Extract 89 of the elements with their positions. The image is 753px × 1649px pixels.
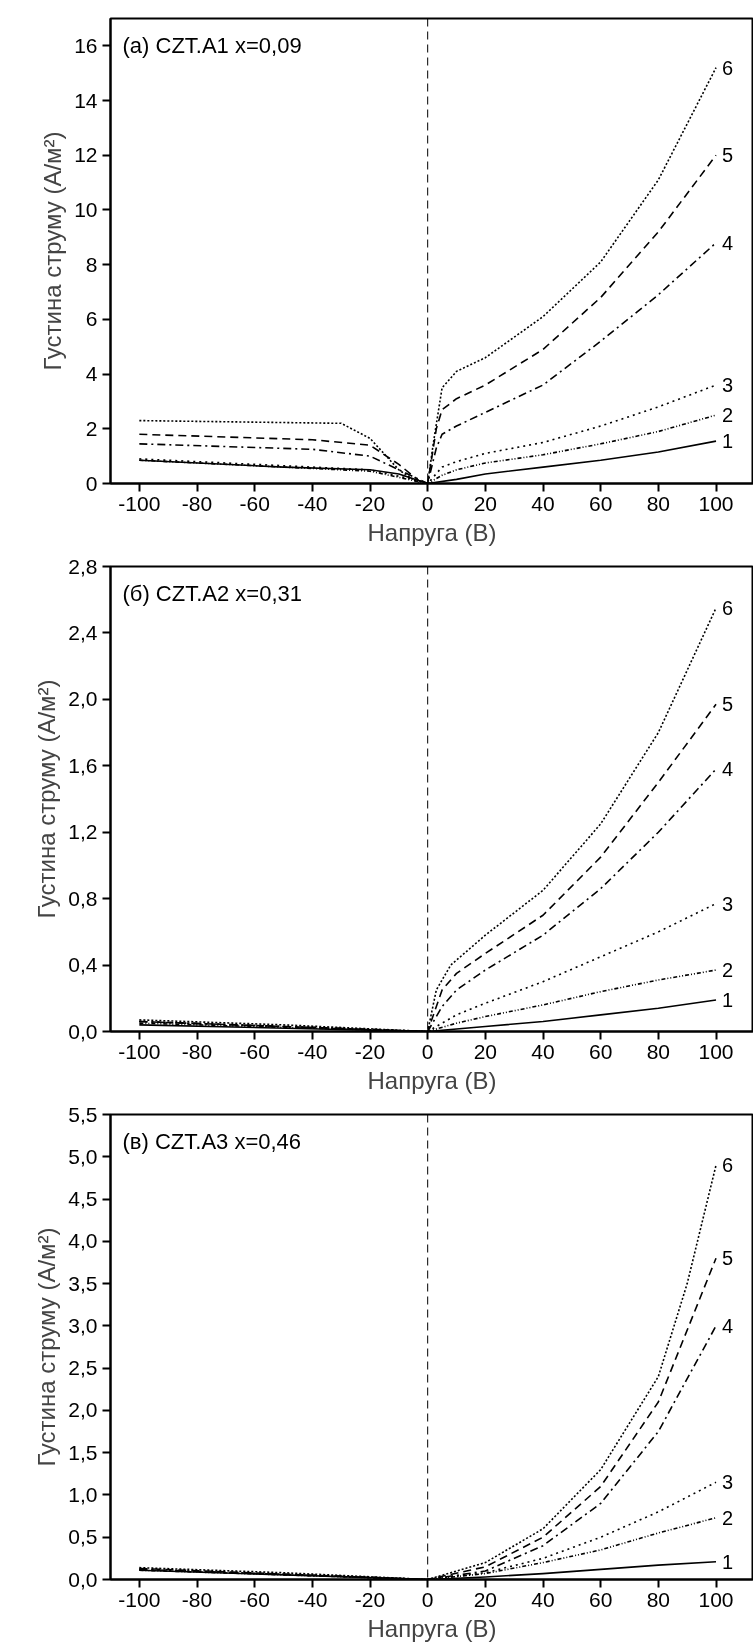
x-tick-label: 100 <box>698 491 734 515</box>
series-label: 1 <box>722 1550 734 1573</box>
x-tick-label: -80 <box>181 1039 213 1063</box>
x-tick-label: -60 <box>239 1039 270 1063</box>
x-tick-label: -80 <box>181 491 213 515</box>
y-tick-label: 1,5 <box>68 1440 98 1464</box>
y-tick-label: 1,0 <box>68 1482 98 1506</box>
series-label: 1 <box>722 430 734 453</box>
text: (б) CZT.A2 x=0,31 <box>122 580 302 606</box>
x-tick-label: 20 <box>473 1039 498 1063</box>
y-axis-title: Густина струму (А/м²) <box>33 679 61 919</box>
x-tick-label: 20 <box>473 1587 498 1611</box>
y-tick-label: 2,5 <box>68 1356 98 1380</box>
series-label: 4 <box>722 231 734 254</box>
y-tick-label: 2,0 <box>68 687 98 711</box>
series-label: 3 <box>722 1471 734 1494</box>
x-tick-label: -40 <box>297 1587 328 1611</box>
x-tick-label: -20 <box>354 1039 386 1063</box>
text: (a) CZT.A1 x=0,09 <box>122 32 302 58</box>
y-tick-label: 1,6 <box>68 753 98 777</box>
x-tick-label: -60 <box>239 1587 270 1611</box>
x-tick-label: 80 <box>646 1587 671 1611</box>
series-label: 4 <box>722 1314 734 1337</box>
series-label: 2 <box>722 404 734 427</box>
y-tick-label: 0,4 <box>68 953 98 977</box>
text: (в) CZT.A3 x=0,46 <box>122 1128 302 1154</box>
y-tick-label: 14 <box>74 88 98 112</box>
y-tick-label: 2 <box>85 416 98 440</box>
x-tick-label: -80 <box>181 1587 213 1611</box>
y-tick-label: 0,0 <box>68 1567 98 1591</box>
x-tick-label: 100 <box>698 1039 734 1063</box>
y-tick-label: 3,0 <box>68 1313 98 1337</box>
y-tick-label: 0 <box>85 471 98 495</box>
y-tick-label: 2,4 <box>68 620 98 644</box>
x-tick-label: 60 <box>589 1587 613 1611</box>
y-tick-label: 12 <box>74 143 98 167</box>
series-label: 6 <box>722 597 734 620</box>
series-label: 2 <box>722 1506 734 1529</box>
x-tick-label: 60 <box>589 491 613 515</box>
x-tick-label: -20 <box>354 1587 386 1611</box>
series-label: 1 <box>722 988 734 1011</box>
y-tick-label: 10 <box>74 197 98 221</box>
series-label: 2 <box>722 959 734 982</box>
series-label: 3 <box>722 374 734 397</box>
x-tick-label: 100 <box>698 1587 734 1611</box>
y-tick-label: 2,0 <box>68 1398 98 1422</box>
y-tick-label: 8 <box>85 252 98 276</box>
x-tick-label: 80 <box>646 1039 671 1063</box>
x-tick-label: -100 <box>118 1587 161 1611</box>
x-tick-label: 40 <box>531 1587 555 1611</box>
y-tick-label: 4,5 <box>68 1187 98 1211</box>
y-tick-label: 5,0 <box>68 1144 98 1168</box>
x-tick-label: 20 <box>473 491 498 515</box>
series-label: 6 <box>722 1154 734 1177</box>
y-tick-label: 4,0 <box>68 1229 98 1253</box>
y-axis-title: Густина струму (А/м²) <box>39 131 67 371</box>
y-tick-label: 2,8 <box>68 554 98 578</box>
series-label: 4 <box>722 758 734 781</box>
x-axis-title: Напруга (В) <box>367 518 497 546</box>
x-tick-label: -100 <box>118 1039 161 1063</box>
x-tick-label: 60 <box>589 1039 613 1063</box>
y-tick-label: 0,8 <box>68 886 98 910</box>
x-tick-label: -40 <box>297 1039 328 1063</box>
series-label: 5 <box>722 144 734 167</box>
x-tick-label: -60 <box>239 491 270 515</box>
y-tick-label: 1,2 <box>68 820 98 844</box>
y-tick-label: 0,0 <box>68 1019 98 1043</box>
x-tick-label: 0 <box>421 491 434 515</box>
x-tick-label: 40 <box>531 1039 555 1063</box>
y-tick-label: 16 <box>74 33 98 57</box>
x-axis-title: Напруга (В) <box>367 1066 497 1094</box>
x-tick-label: 80 <box>646 491 671 515</box>
y-tick-label: 5,5 <box>68 1102 98 1126</box>
y-tick-label: 3,5 <box>68 1271 98 1295</box>
x-tick-label: 40 <box>531 491 555 515</box>
y-tick-label: 0,5 <box>68 1525 98 1549</box>
x-tick-label: 0 <box>421 1587 434 1611</box>
x-axis-title: Напруга (В) <box>367 1614 497 1642</box>
x-tick-label: -40 <box>297 491 328 515</box>
x-tick-label: -100 <box>118 491 161 515</box>
series-label: 5 <box>722 1247 734 1270</box>
series-label: 6 <box>722 56 734 79</box>
y-axis-title: Густина струму (А/м²) <box>33 1227 61 1467</box>
y-tick-label: 4 <box>85 362 98 386</box>
x-tick-label: 0 <box>421 1039 434 1063</box>
series-label: 5 <box>722 693 734 716</box>
y-tick-label: 6 <box>85 307 98 331</box>
x-tick-label: -20 <box>354 491 386 515</box>
series-label: 3 <box>722 892 734 915</box>
